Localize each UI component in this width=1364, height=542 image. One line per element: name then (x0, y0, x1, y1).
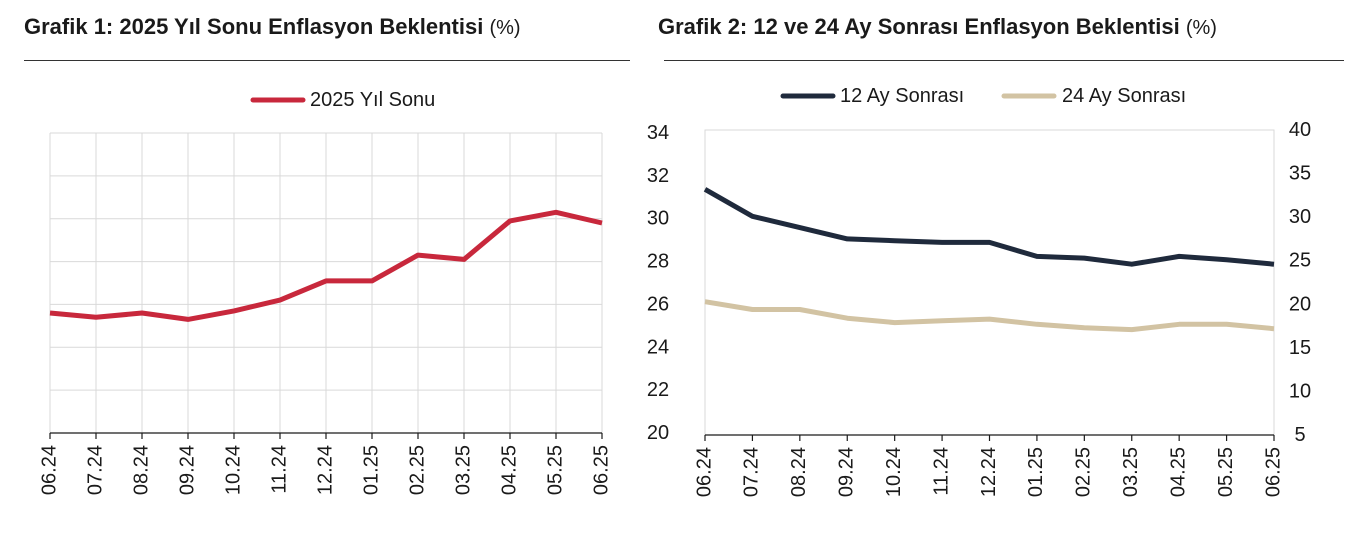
x-tick-label: 08.24 (788, 447, 810, 497)
chart-1: 06.24 07.24 08.24 09.24 10.24 11.24 12.24 01.25… (38, 89, 669, 495)
x-tick-label: 06.25 (590, 445, 612, 495)
y-tick-label: 30 (647, 208, 669, 230)
y-tick-label: 26 (647, 293, 669, 315)
y-tick-label: 28 (647, 251, 669, 273)
series-line-1 (49, 209, 603, 322)
x-tick-label: 09.24 (836, 447, 858, 497)
x-tick-label: 10.24 (222, 445, 244, 495)
x-tick-label: 12.24 (314, 445, 336, 495)
series-line-1 (703, 187, 1275, 267)
chart-2-title-text: Grafik 2: 12 ve 24 Ay Sonrası Enflasyon … (658, 14, 1180, 39)
x-tick-label: 11.24 (268, 445, 290, 494)
y-tick-label: 10 (1289, 380, 1311, 402)
y-tick-label: 35 (1289, 163, 1311, 185)
y-tick-label: 24 (647, 336, 669, 358)
x-tick-label: 02.25 (1073, 447, 1095, 497)
chart-2: 06.24 07.24 08.24 09.24 10.24 11.24 12.24 01.25… (693, 85, 1311, 497)
plot-frame (704, 129, 1275, 436)
y-tick-label: 32 (647, 165, 669, 187)
x-tick-label: 03.25 (1120, 447, 1142, 497)
chart-2-title-unit: (%) (1185, 17, 1217, 39)
x-tick-label: 06.24 (38, 445, 60, 495)
x-tick-label: 03.25 (452, 445, 474, 495)
x-tick-label: 07.24 (84, 445, 106, 495)
y-tick-label: 25 (1289, 250, 1311, 272)
y-tick-label: 5 (1294, 424, 1305, 446)
chart-1-title-rule (24, 60, 630, 61)
legend-label: 2025 Yıl Sonu (310, 89, 435, 111)
y-tick-label: 22 (647, 379, 669, 401)
x-tick-label: 05.25 (1215, 447, 1237, 497)
chart-2-title-rule (664, 60, 1344, 61)
y-tick-label: 20 (1289, 293, 1311, 315)
chart-2-title: Grafik 2: 12 ve 24 Ay Sonrası Enflasyon … (658, 14, 1217, 40)
x-tick-label: 02.25 (406, 445, 428, 495)
chart-1-title-text: Grafik 1: 2025 Yıl Sonu Enflasyon Beklen… (24, 14, 484, 39)
x-tick-label: 12.24 (978, 447, 1000, 497)
x-tick-label: 01.25 (1025, 447, 1047, 497)
x-tick-label: 09.24 (176, 445, 198, 495)
y-tick-label: 15 (1289, 337, 1311, 359)
chart-1-title: Grafik 1: 2025 Yıl Sonu Enflasyon Beklen… (24, 14, 521, 40)
x-tick-label: 06.24 (693, 447, 715, 497)
x-tick-label: 04.25 (1167, 447, 1189, 497)
y-tick-label: 30 (1289, 206, 1311, 228)
y-tick-label: 20 (647, 422, 669, 444)
series-line-2 (704, 299, 1275, 333)
x-tick-label: 04.25 (498, 445, 520, 495)
x-tick-label: 01.25 (360, 445, 382, 495)
legend-label: 24 Ay Sonrası (1062, 85, 1186, 107)
x-tick-label: 08.24 (130, 445, 152, 495)
x-tick-label: 05.25 (544, 445, 566, 495)
chart-1-title-unit: (%) (489, 17, 521, 39)
x-tick-label: 07.24 (741, 447, 763, 497)
y-tick-label: 34 (647, 122, 669, 144)
legend-label: 12 Ay Sonrası (840, 85, 964, 107)
x-tick-label: 06.25 (1262, 447, 1284, 497)
x-tick-label: 11.24 (930, 447, 952, 496)
y-tick-label: 40 (1289, 119, 1311, 141)
x-tick-label: 10.24 (883, 447, 905, 497)
